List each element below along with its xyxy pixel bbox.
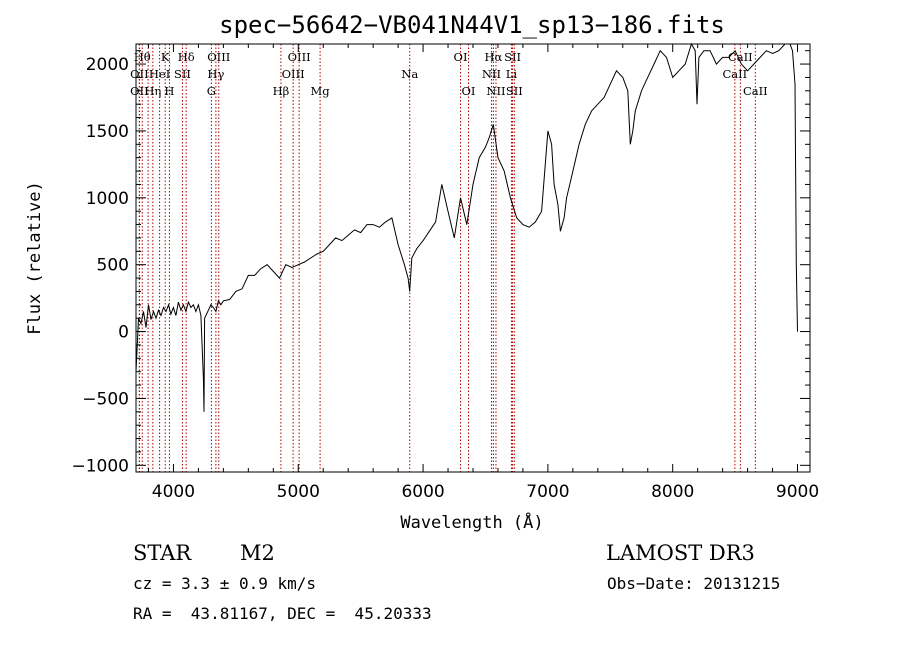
y-tick-label: 1500 [86,122,129,142]
survey-name: LAMOST DR3 [606,541,755,565]
y-axis-ticks: −1000 −500 0 500 1000 1500 2000 [71,50,810,476]
y-tick-label: −500 [82,389,129,409]
line-marker-label: Hβ [273,84,290,98]
y-tick-label: 500 [97,256,129,276]
y-tick-label: 0 [118,323,129,343]
line-marker-label: G [207,84,216,98]
y-axis-label: Flux (relative) [25,181,45,335]
line-marker-label: HeI [149,67,170,81]
line-marker-label: Hδ [178,50,195,64]
x-tick-label: 4000 [152,482,195,502]
chart-title: spec−56642−VB041N44V1_sp13−186.fits [219,11,725,39]
observation-date: Obs−Date: 20131215 [607,574,780,593]
line-marker-label: OI [454,50,468,64]
y-tick-label: 2000 [86,55,129,75]
x-tick-label: 6000 [401,482,444,502]
y-tick-label: −1000 [71,456,129,476]
line-markers [138,44,756,472]
line-marker-label: NII [482,67,501,81]
line-marker-label: SII [504,50,521,64]
plot-frame [135,43,811,473]
line-marker-label: Hα [484,50,502,64]
spectrum-series-line [135,42,798,412]
x-axis-label: Wavelength (Å) [400,511,543,533]
x-tick-label: 8000 [651,482,694,502]
line-marker-label: CaII [728,50,753,64]
line-marker-label: Mg [311,84,331,98]
line-marker-label: OIII [207,50,230,64]
line-marker-label: Hθ [134,50,151,64]
y-tick-label: 1000 [86,189,129,209]
line-marker-label: NII [486,84,505,98]
x-tick-label: 9000 [776,482,819,502]
redshift-velocity: cz = 3.3 ± 0.9 km/s [133,574,316,593]
line-marker-label: Hη [144,84,161,98]
line-marker-label: OI [462,84,476,98]
sky-coordinates: RA = 43.81167, DEC = 45.20333 [133,604,432,623]
x-tick-label: 5000 [277,482,320,502]
line-marker-label: CaII [722,67,747,81]
line-marker-label: Na [401,67,418,81]
line-marker-label: K [161,50,170,64]
line-marker-label: OIII [282,67,305,81]
x-tick-label: 7000 [526,482,569,502]
object-class: STAR [133,541,192,565]
line-marker-label: Li [506,67,518,81]
line-marker-label: CaII [743,84,768,98]
line-marker-label: H [164,84,174,98]
line-marker-label: SII [506,84,523,98]
line-marker-label: OII [130,67,149,81]
line-marker-label: OIII [288,50,311,64]
x-axis-ticks: 4000 5000 6000 7000 8000 9000 [147,44,819,502]
line-marker-label: SII [174,67,191,81]
object-subclass: M2 [240,541,275,565]
line-marker-label: Hγ [207,67,224,81]
